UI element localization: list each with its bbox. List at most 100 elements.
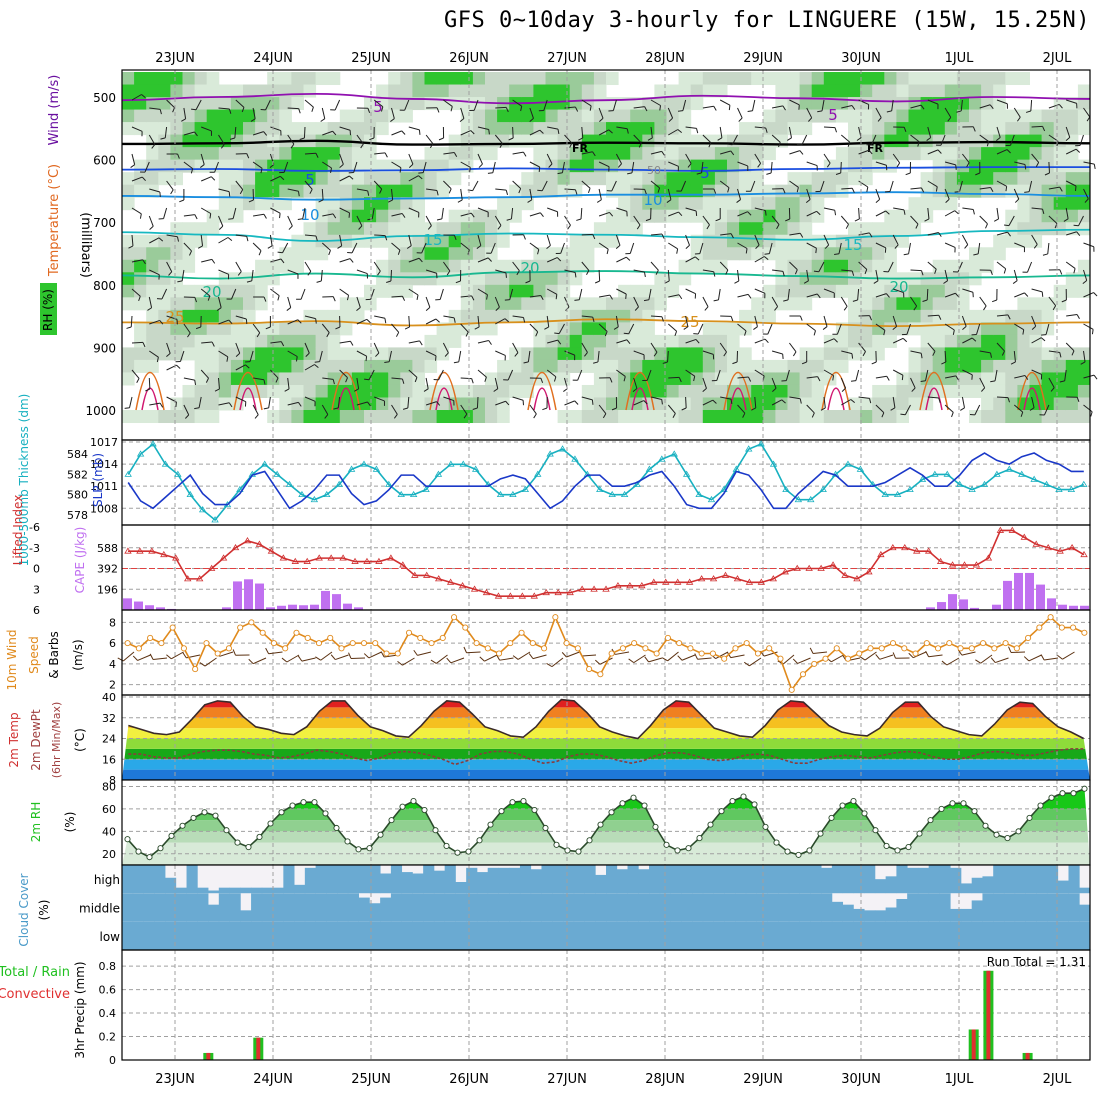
wind-barb [1065,180,1077,191]
rh-cell [218,284,232,298]
barb-flag [495,306,500,311]
barb-staff [996,126,1001,138]
rh-cell [134,234,147,248]
rh-line-point [421,806,428,814]
barb-flag [216,307,222,311]
thickness-line-point [856,465,865,472]
barb-flag [934,268,937,274]
rh-cell [944,172,958,186]
barb-flag [776,224,780,230]
li-cape-frame [121,524,1091,611]
wind-barb [668,242,679,254]
wind-barb [297,207,306,221]
cloud-bar-high [444,865,456,894]
wind-barb [201,126,212,136]
rh-cell [557,147,571,161]
rh-line-point [498,808,505,815]
rh-cell [194,84,208,98]
wind-barb [191,99,202,111]
lifted-index-line-point [960,561,969,568]
wind-barb [183,214,198,220]
barb-staff [667,651,679,662]
barb-staff [806,188,811,200]
rh-line-point [762,823,769,830]
wind-barb [875,293,890,298]
rh-cell [811,247,825,261]
barb-flag [205,377,210,383]
wind-barb [922,288,929,303]
wind-barb [494,296,500,311]
cape-bar [343,603,352,610]
rh-cell [944,272,958,286]
wind-barb [477,288,488,300]
wind-barb [702,134,712,148]
rh-cell [981,247,994,261]
rh-cell [678,209,692,223]
rh-cell [581,159,595,173]
rh-cell [327,359,341,373]
wind-barb [713,288,721,302]
barb-flag [713,106,717,111]
barb-flag [505,400,510,406]
barb-staff [339,340,351,344]
cloud-bar-middle [767,893,779,922]
rh-cell [545,84,559,98]
barb-flag [677,655,683,661]
barb-staff [195,99,202,110]
rh-cell [230,134,244,148]
rh-cell [545,359,559,373]
rh-cell [158,147,171,161]
rh-cell [1065,410,1079,424]
wind-barb [717,126,723,141]
rh-cell [134,109,147,123]
wind-barb [1013,107,1021,122]
precip-convective-bar [971,1029,976,1060]
rh-cell [884,109,897,123]
barb-flag [228,191,231,197]
barb-staff [763,651,778,657]
rh-cell [533,272,546,286]
cloud-bar-high [197,887,209,894]
cloud-bar-high [1003,865,1016,894]
barb-flag [627,172,633,175]
barb-flag [792,351,797,357]
barb-staff [391,107,395,119]
lifted-index-line-point [291,557,299,564]
wind-barb [944,107,952,122]
cloud-bar-middle [616,893,628,922]
rh-cell [702,172,716,186]
rh-cell [509,72,522,86]
lifted-index-line-point [913,547,921,554]
barb-staff [633,106,645,109]
thickness-line-point [149,440,157,447]
barb-flag [799,150,804,155]
rh-cell [654,397,667,411]
wind-barb [1065,126,1071,141]
barb-staff [685,207,697,212]
precip-convective-bar [256,1037,261,1060]
barb-flag [254,414,259,419]
rh-cell [303,322,317,336]
rh-cell [412,247,425,261]
barb-flag [894,244,899,249]
wind-barb [681,396,687,411]
rh-cell [872,334,885,348]
wind-barb [529,212,544,217]
barb-flag [745,248,748,254]
cape-bar [1047,598,1056,610]
isotherm-label: FR [867,142,884,155]
rh-cell [569,259,583,273]
rh-cell [122,122,135,136]
cloud-bar-middle [401,893,413,922]
wind-barb [996,396,1011,403]
barb-staff [858,261,868,270]
rh-cell [872,234,885,248]
rh-cell [884,397,897,411]
wind-barb [546,257,562,263]
barb-flag [954,210,959,215]
barb-staff [979,215,988,225]
rh-cell [400,209,413,223]
cloud-bar-high [638,869,650,894]
rh-cell [182,259,196,273]
rh-cell [122,359,135,373]
